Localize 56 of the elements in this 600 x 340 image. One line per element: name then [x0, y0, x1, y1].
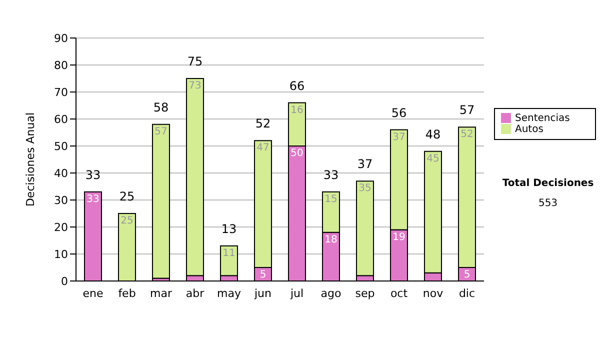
- data-label: 47: [256, 142, 270, 154]
- y-tick-label: 20: [54, 220, 68, 234]
- data-label: 5: [464, 270, 470, 281]
- x-tick-label: abr: [186, 286, 205, 300]
- text: 553: [537, 198, 559, 209]
- data-label: 19: [392, 232, 406, 243]
- total-label: 52: [255, 116, 271, 131]
- x-tick-label: jul: [289, 286, 304, 300]
- x-tick-label: mar: [150, 286, 172, 300]
- y-tick-label: 60: [54, 112, 68, 126]
- data-label: 35: [358, 183, 372, 194]
- total-label: 66: [289, 78, 305, 93]
- legend-label: Sentencias: [515, 113, 570, 124]
- total-label: 37: [357, 157, 373, 172]
- y-tick-label: 50: [54, 140, 68, 153]
- x-tick-label: ene: [82, 286, 104, 300]
- total-label: 58: [153, 100, 169, 114]
- y-tick-label: 10: [54, 248, 68, 261]
- data-label: 52: [460, 129, 474, 140]
- x-tick-label: may: [217, 286, 242, 300]
- total-label: 13: [221, 222, 237, 236]
- data-label: 25: [120, 216, 134, 227]
- total-label: 75: [187, 54, 203, 68]
- x-tick-label: sep: [355, 286, 375, 300]
- x-tick-label: nov: [422, 286, 444, 300]
- data-label: 11: [222, 248, 236, 259]
- data-label: 16: [290, 104, 304, 116]
- total-label: 33: [323, 168, 339, 182]
- data-label: 15: [324, 194, 338, 205]
- data-label: 37: [392, 132, 406, 143]
- y-tick-label: 40: [54, 166, 68, 180]
- y-tick-label: 70: [54, 86, 68, 99]
- x-tick-label: jun: [254, 286, 272, 300]
- y-tick-label: 0: [61, 274, 68, 288]
- y-tick-label: 80: [54, 58, 68, 72]
- total-label: 57: [459, 103, 475, 118]
- y-axis-title: Decisiones Anual: [24, 112, 37, 207]
- x-tick-label: ago: [320, 286, 342, 300]
- data-label: 18: [324, 234, 338, 246]
- total-label: 48: [425, 127, 441, 142]
- text: Total Decisiones: [501, 178, 595, 189]
- total-label: 33: [85, 168, 101, 182]
- y-tick-label: 90: [54, 32, 68, 45]
- data-label: 45: [426, 154, 440, 164]
- data-label: 57: [154, 126, 168, 138]
- data-label: 73: [188, 80, 202, 92]
- y-tick-label: 30: [54, 194, 68, 207]
- data-label: 50: [290, 148, 304, 160]
- x-tick-label: feb: [118, 286, 136, 300]
- x-tick-label: oct: [390, 286, 408, 300]
- legend-label: Autos: [515, 124, 544, 135]
- data-label: 5: [260, 270, 266, 281]
- total-label: 25: [119, 190, 135, 204]
- x-tick-label: dic: [458, 286, 476, 300]
- total-label: 56: [391, 106, 407, 120]
- data-label: 33: [86, 194, 100, 205]
